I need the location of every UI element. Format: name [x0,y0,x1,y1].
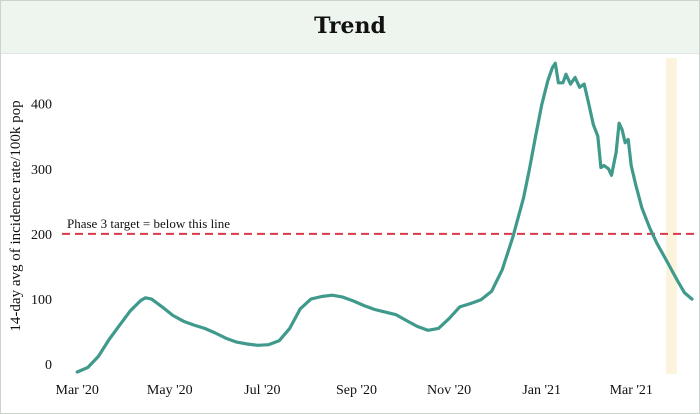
threshold-label: Phase 3 target = below this line [67,216,230,231]
y-tick-label: 100 [31,293,52,308]
y-tick-label: 300 [31,163,52,178]
x-tick-label: May '20 [147,383,193,398]
y-tick-label: 400 [31,98,52,113]
chart-title: Trend [314,13,386,39]
x-tick-label: Mar '20 [56,383,99,398]
x-tick-label: Jan '21 [522,383,561,398]
x-tick-label: Mar '21 [610,383,653,398]
y-tick-label: 200 [31,228,52,243]
chart-header: Trend [1,1,699,54]
x-tick-label: Nov '20 [427,383,471,398]
y-axis-label: 14-day avg of incidence rate/100k pop [8,100,24,331]
y-tick-label: 0 [45,358,52,373]
x-tick-label: Jul '20 [244,383,280,398]
x-tick-label: Sep '20 [336,383,377,398]
series-line [75,61,694,374]
highlight-band [666,58,677,374]
